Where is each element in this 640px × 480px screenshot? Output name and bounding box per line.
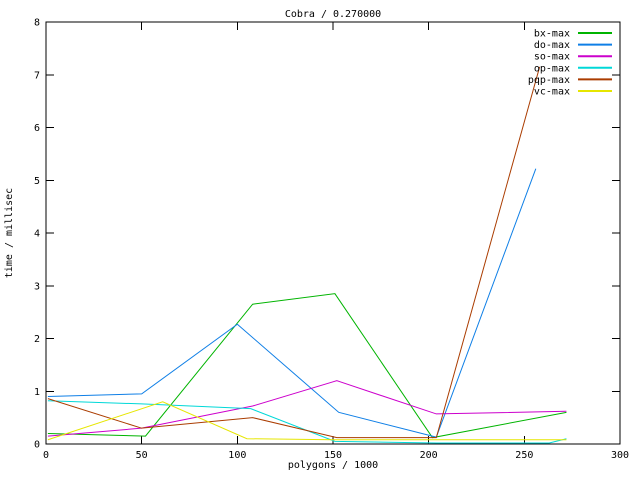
x-tick-label-6: 300 xyxy=(611,450,629,461)
legend-label-bx-max: bx-max xyxy=(534,29,570,40)
chart-generated-layer: 0 50 100 150 200 250 300 0 1 2 3 4 5 6 7 8 bx-maxdo-maxs… xyxy=(34,18,629,462)
x-tick-label-4: 200 xyxy=(420,450,438,461)
x-tick-label-0: 0 xyxy=(43,450,49,461)
x-tick-label-3: 150 xyxy=(324,450,342,461)
series-line-pqp-max xyxy=(47,66,541,439)
series-line-bx-max xyxy=(47,293,567,439)
legend-label-do-max: do-max xyxy=(534,40,570,51)
x-tick-label-5: 250 xyxy=(515,450,533,461)
series-line-vc-max xyxy=(47,401,567,441)
y-tick-label-3: 3 xyxy=(34,281,40,292)
legend-label-pqp-max: pqp-max xyxy=(528,75,570,86)
y-tick-label-7: 7 xyxy=(34,70,40,81)
y-tick-label-6: 6 xyxy=(34,123,40,134)
legend-label-op-max: op-max xyxy=(534,63,570,74)
y-tick-label-1: 1 xyxy=(34,387,40,398)
series-line-do-max xyxy=(47,168,537,438)
y-tick-label-8: 8 xyxy=(34,18,40,29)
y-tick-label-2: 2 xyxy=(34,334,40,345)
series-line-so-max xyxy=(47,380,567,437)
x-axis-label: polygons / 1000 xyxy=(288,460,378,471)
y-tick-label-4: 4 xyxy=(34,229,40,240)
legend-label-so-max: so-max xyxy=(534,52,570,63)
y-axis-label: time / millisec xyxy=(4,188,15,278)
y-tick-label-0: 0 xyxy=(34,440,40,451)
x-tick-label-1: 50 xyxy=(136,450,148,461)
chart-title: Cobra / 0.270000 xyxy=(285,9,381,20)
legend-label-vc-max: vc-max xyxy=(534,87,570,98)
x-tick-label-2: 100 xyxy=(228,450,246,461)
y-tick-label-5: 5 xyxy=(34,176,40,187)
series-line-op-max xyxy=(47,400,567,444)
